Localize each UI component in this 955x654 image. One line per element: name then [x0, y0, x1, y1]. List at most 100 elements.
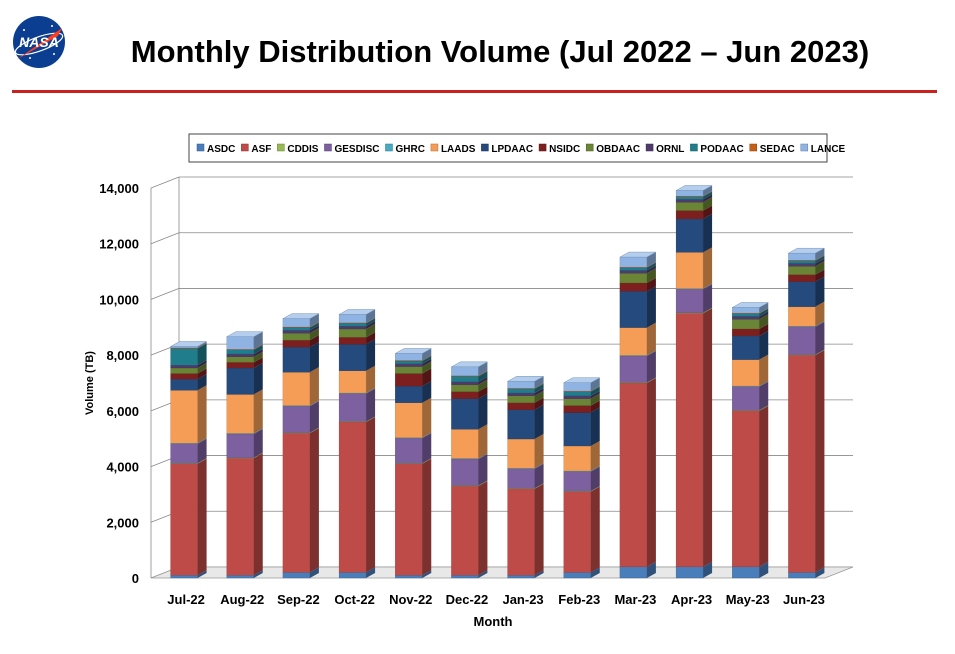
bar-side-ornl-feb-23 [590, 390, 600, 399]
bar-side-gesdisc-jul-22 [197, 438, 207, 464]
bar-top-jun-23 [787, 247, 826, 254]
bar-side-asf-aug-22 [253, 453, 263, 576]
bar-segment-laads-feb-23 [563, 445, 591, 472]
bar-segment-podaac-jun-23 [788, 260, 816, 264]
legend-label-obdaac: OBDAAC [596, 144, 640, 155]
bar-side-gesdisc-jan-23 [534, 463, 544, 489]
bar-side-obdaac-jun-23 [815, 261, 825, 275]
y-tick-label: 14,000 [99, 181, 139, 196]
bar-segment-nsidc-mar-23 [619, 282, 648, 292]
bar-side-lpdaac-mar-23 [646, 286, 656, 328]
bar-side-podaac-may-23 [759, 308, 769, 317]
legend-swatch-nsidc [538, 143, 547, 152]
x-tick-label: Aug-22 [220, 592, 264, 607]
bar-segment-lance-jan-23 [507, 381, 535, 389]
bar-segment-lpdaac-sep-22 [282, 346, 311, 373]
legend-label-nsidc: NSIDC [549, 144, 580, 155]
bar-side-obdaac-apr-23 [703, 197, 713, 211]
bar-side-sedac-mar-23 [646, 262, 656, 268]
bar-side-cddis-may-23 [759, 405, 769, 411]
bar-segment-asdc-mar-23 [619, 566, 648, 579]
gridline-diagonal [150, 176, 180, 189]
bar-segment-gesdisc-dec-22 [451, 458, 479, 486]
bar-segment-obdaac-may-23 [732, 319, 760, 330]
bar-segment-obdaac-feb-23 [563, 398, 591, 406]
legend-swatch-laads [430, 143, 439, 152]
bar-segment-ornl-nov-22 [395, 363, 423, 367]
bar-side-cddis-dec-22 [478, 480, 488, 487]
bar-segment-gesdisc-nov-22 [395, 438, 423, 464]
bar-segment-lpdaac-jan-23 [507, 409, 535, 440]
bar-side-obdaac-nov-22 [422, 361, 432, 374]
x-tick-label: Jun-23 [783, 592, 825, 607]
bar-side-podaac-jul-22 [197, 343, 207, 366]
bar-segment-asf-sep-22 [282, 432, 311, 573]
bar-side-asdc-jul-22 [197, 570, 207, 578]
y-tick-label: 2,000 [106, 515, 139, 530]
bar-segment-ornl-may-23 [732, 316, 760, 320]
bar-side-gesdisc-may-23 [759, 381, 769, 411]
bar-side-ornl-mar-23 [646, 265, 656, 274]
bar-side-lpdaac-feb-23 [590, 407, 600, 446]
bar-segment-podaac-dec-22 [451, 376, 479, 383]
bar-side-nsidc-jan-23 [534, 397, 544, 410]
bar-side-ghrc-nov-22 [422, 432, 432, 439]
bar-side-gesdisc-mar-23 [646, 350, 656, 383]
bar-side-lance-jan-23 [534, 376, 544, 389]
bar-segment-laads-apr-23 [675, 252, 704, 289]
bar-side-obdaac-dec-22 [478, 379, 488, 392]
bar-side-cddis-jun-23 [815, 349, 825, 356]
bar-segment-lance-oct-22 [338, 314, 367, 323]
bar-segment-nsidc-aug-22 [226, 362, 254, 369]
bar-side-sedac-aug-22 [253, 344, 263, 350]
bar-segment-asf-jul-22 [170, 463, 198, 576]
bar-side-laads-sep-22 [309, 367, 319, 406]
bar-segment-obdaac-jan-23 [507, 395, 535, 403]
bar-segment-podaac-apr-23 [675, 196, 704, 200]
nasa-logo-text: NASA [19, 34, 59, 50]
legend-label-asf: ASF [251, 144, 271, 155]
legend-swatch-asdc [196, 143, 205, 152]
bar-side-gesdisc-apr-23 [703, 284, 713, 313]
bar-segment-podaac-nov-22 [395, 360, 423, 364]
bar-segment-asdc-nov-22 [395, 575, 423, 579]
bar-segment-obdaac-mar-23 [619, 273, 648, 284]
bar-segment-asf-aug-22 [226, 458, 254, 576]
bar-segment-obdaac-aug-22 [226, 356, 254, 363]
bar-side-lpdaac-nov-22 [422, 381, 432, 403]
bar-side-asdc-nov-22 [422, 570, 432, 578]
bar-side-gesdisc-sep-22 [309, 401, 319, 433]
bar-segment-podaac-feb-23 [563, 391, 591, 396]
bar-side-nsidc-jul-22 [197, 368, 207, 380]
bar-side-asf-apr-23 [703, 308, 713, 567]
bar-segment-lance-aug-22 [226, 336, 254, 350]
bar-segment-lpdaac-nov-22 [395, 385, 423, 403]
bar-segment-podaac-mar-23 [619, 267, 648, 271]
bar-segment-obdaac-dec-22 [451, 384, 479, 392]
bar-side-lance-jul-22 [197, 341, 207, 348]
legend-label-laads: LAADS [441, 144, 476, 155]
bar-segment-laads-jul-22 [170, 390, 198, 444]
bar-segment-asf-dec-22 [451, 485, 479, 576]
bar-side-ornl-sep-22 [309, 325, 319, 334]
bar-side-laads-nov-22 [422, 397, 432, 438]
bar-side-lpdaac-dec-22 [478, 393, 488, 430]
bar-segment-ornl-mar-23 [619, 270, 648, 274]
bar-side-sedac-jun-23 [815, 255, 825, 261]
bar-segment-ornl-sep-22 [282, 330, 311, 334]
bar-segment-obdaac-jun-23 [788, 266, 816, 275]
bar-side-ghrc-aug-22 [253, 428, 263, 434]
bar-side-obdaac-feb-23 [590, 393, 600, 406]
bar-top-dec-22 [450, 361, 489, 368]
bar-segment-lance-nov-22 [395, 353, 423, 361]
bar-side-podaac-nov-22 [422, 355, 432, 364]
bar-side-cddis-apr-23 [703, 307, 713, 314]
bar-side-asdc-jan-23 [534, 570, 544, 578]
y-tick-label: 8,000 [106, 348, 139, 363]
bar-side-lance-nov-22 [422, 348, 432, 361]
bar-segment-obdaac-apr-23 [675, 202, 704, 211]
bar-side-laads-oct-22 [366, 365, 376, 394]
bar-side-cddis-mar-23 [646, 377, 656, 383]
legend-swatch-lance [800, 143, 809, 152]
bar-segment-gesdisc-may-23 [732, 386, 760, 411]
